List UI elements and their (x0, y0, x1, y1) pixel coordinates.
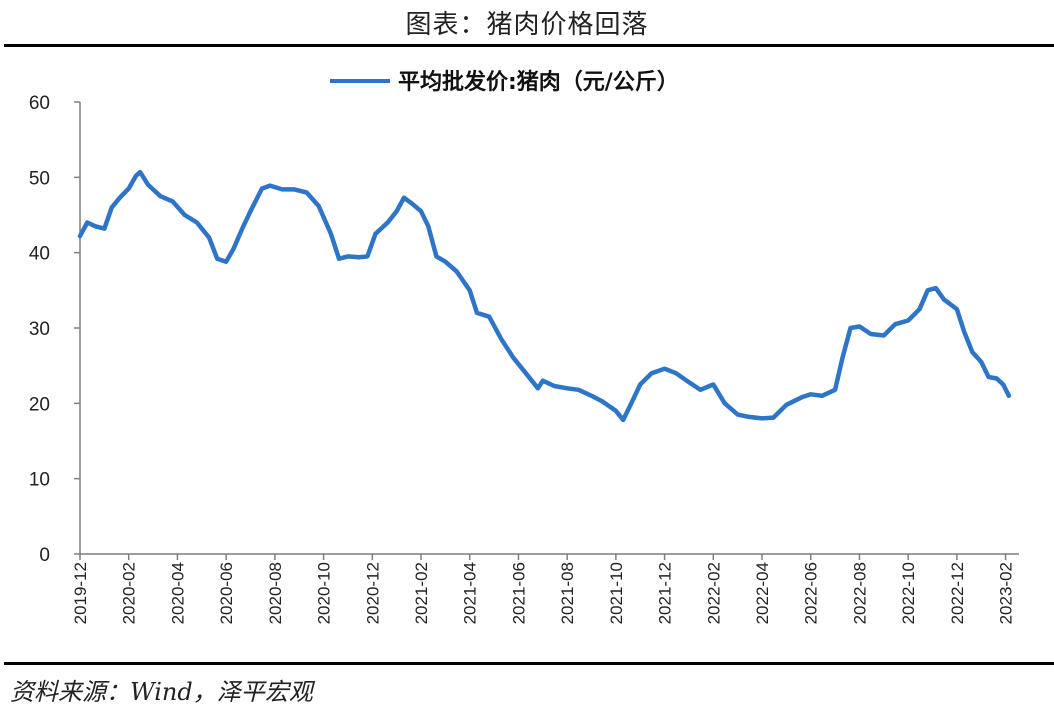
x-tick-label: 2023-02 (997, 562, 1016, 624)
x-tick-label: 2020-10 (315, 562, 334, 624)
x-tick-label: 2021-10 (607, 562, 626, 624)
y-axis-ticks: 0 10 20 30 40 50 60 (29, 93, 80, 566)
y-tick-label: 20 (29, 394, 50, 415)
x-tick-label: 2022-02 (704, 562, 723, 624)
chart-legend: 平均批发价:猪肉（元/公斤） (330, 69, 679, 95)
x-tick-label: 2022-08 (850, 562, 869, 624)
x-tick-label: 2022-10 (899, 562, 918, 624)
x-tick-label: 2020-08 (266, 562, 285, 624)
x-tick-label: 2020-02 (120, 562, 139, 624)
x-tick-label: 2020-04 (168, 562, 187, 624)
x-tick-label: 2020-12 (363, 562, 382, 624)
x-tick-label: 2022-12 (948, 562, 967, 624)
page-title: 图表：猪肉价格回落 (405, 10, 649, 40)
legend-label-series-1: 平均批发价:猪肉（元/公斤） (398, 69, 679, 95)
x-tick-label: 2022-06 (802, 562, 821, 624)
y-tick-label: 60 (29, 93, 50, 114)
top-rule (4, 44, 1054, 47)
x-tick-label: 2020-06 (217, 562, 236, 624)
source-note: 资料来源：Wind，泽平宏观 (10, 678, 313, 706)
y-tick-label: 30 (29, 319, 50, 340)
x-tick-label: 2021-06 (509, 562, 528, 624)
x-axis-ticks: 2019-12 2020-02 2020-04 2020-06 2020-08 2020-… (71, 554, 1016, 624)
series-line-pork-price (77, 169, 1012, 423)
axes (79, 102, 1019, 555)
x-tick-label: 2021-12 (656, 562, 675, 624)
x-tick-label: 2022-04 (753, 562, 772, 624)
y-tick-label: 50 (29, 168, 50, 189)
bottom-rule (4, 662, 1054, 665)
y-tick-label: 40 (29, 244, 50, 265)
x-tick-label: 2019-12 (71, 562, 90, 624)
x-tick-label: 2021-08 (558, 562, 577, 624)
x-tick-label: 2021-02 (412, 562, 431, 624)
y-tick-label: 0 (39, 545, 50, 566)
y-tick-label: 10 (29, 470, 50, 491)
x-tick-label: 2021-04 (461, 562, 480, 624)
